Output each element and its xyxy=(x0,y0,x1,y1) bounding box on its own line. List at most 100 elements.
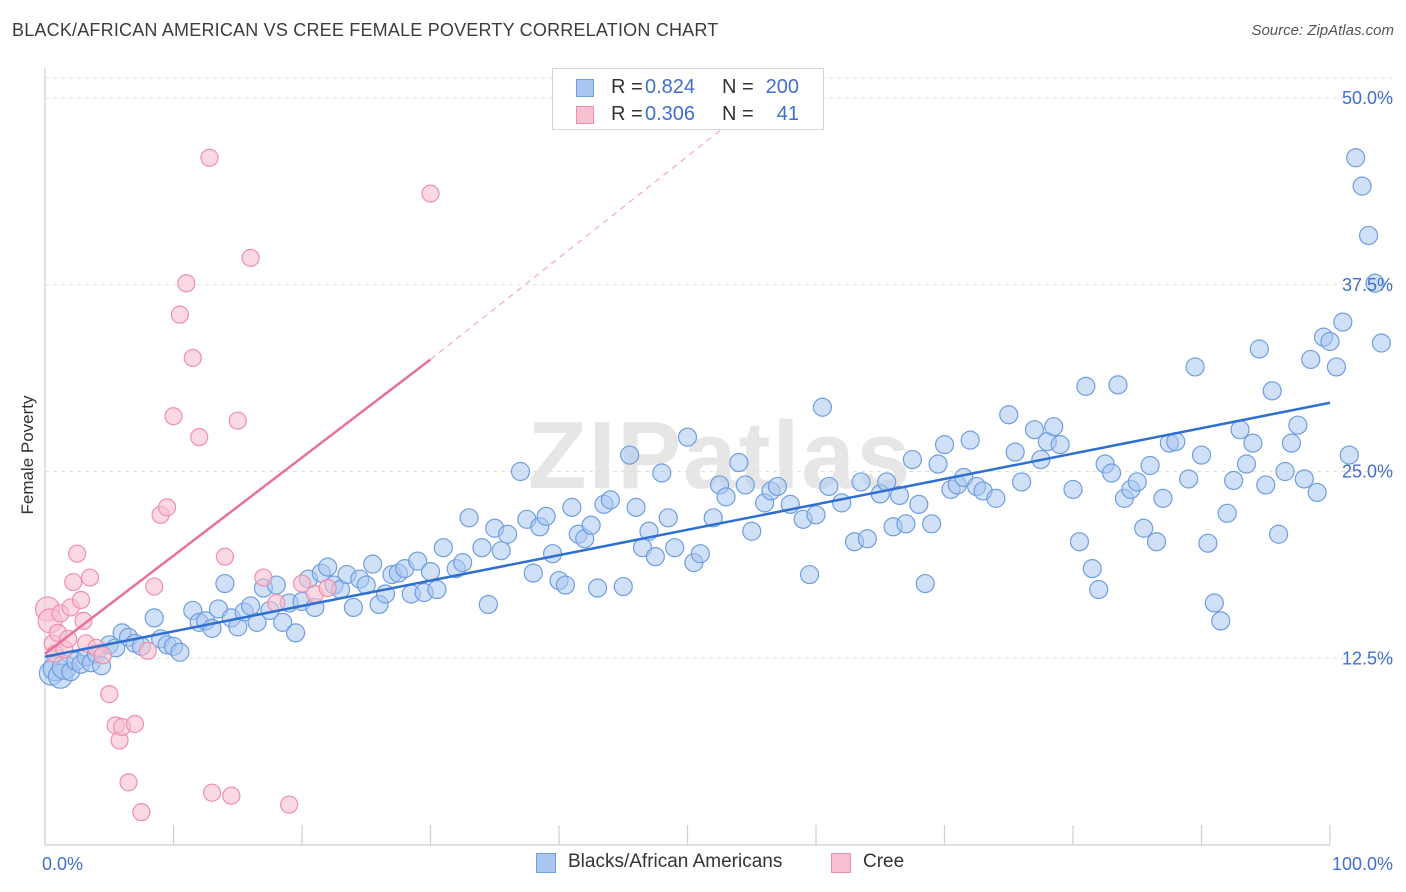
n-label: N = xyxy=(722,103,754,125)
data-point-blacks xyxy=(889,485,910,506)
data-point-blacks xyxy=(498,524,518,544)
data-point-blacks xyxy=(742,521,762,541)
data-point-blacks xyxy=(896,514,916,534)
data-point-blacks xyxy=(427,579,447,600)
data-point-blacks xyxy=(1268,524,1289,544)
r-value: 0.306 xyxy=(645,103,696,125)
data-point-cree xyxy=(183,348,202,368)
data-point-blacks xyxy=(1140,455,1160,476)
data-point-blacks xyxy=(1249,339,1269,359)
data-point-blacks xyxy=(902,449,922,470)
data-point-blacks xyxy=(626,497,646,517)
data-point-blacks xyxy=(1365,273,1385,293)
data-point-blacks xyxy=(523,563,543,583)
y-tick-label: 50.0% xyxy=(1342,88,1393,108)
r-label: R = xyxy=(611,76,643,98)
data-point-blacks xyxy=(652,463,672,483)
data-point-cree xyxy=(68,544,87,563)
y-tick-label: 37.5% xyxy=(1342,275,1393,295)
trendline-blacks xyxy=(44,401,1331,658)
data-point-blacks xyxy=(1333,312,1353,332)
blue-swatch xyxy=(576,79,594,97)
stats-box: R = 0.824 N = 200 R = 0.306 N = 41 xyxy=(552,68,824,130)
data-point-blacks xyxy=(1301,349,1321,370)
data-point-blacks xyxy=(144,608,164,628)
data-point-blacks xyxy=(1262,381,1282,401)
data-point-blacks xyxy=(1050,435,1070,455)
data-point-cree xyxy=(100,685,119,704)
data-point-cree xyxy=(215,547,234,566)
data-point-blacks xyxy=(812,397,833,417)
data-point-blacks xyxy=(408,551,428,571)
data-point-blacks xyxy=(1153,488,1173,508)
data-point-blacks xyxy=(542,544,563,564)
data-point-blacks xyxy=(915,573,935,594)
data-point-cree xyxy=(190,428,209,447)
data-point-blacks xyxy=(1243,433,1263,453)
data-point-cree xyxy=(125,714,145,734)
data-point-blacks xyxy=(600,490,621,510)
data-point-blacks xyxy=(343,597,363,618)
data-point-blacks xyxy=(677,427,698,447)
data-point-cree xyxy=(157,498,177,517)
data-point-blacks xyxy=(1198,533,1218,553)
data-point-blacks xyxy=(1204,593,1224,613)
data-point-blacks xyxy=(819,476,839,497)
data-point-blacks xyxy=(459,508,479,528)
data-point-blacks xyxy=(999,405,1019,425)
n-value: 41 xyxy=(776,103,799,125)
data-point-blacks xyxy=(170,642,190,662)
data-point-blacks xyxy=(1326,357,1347,377)
data-point-blacks xyxy=(1063,479,1083,500)
data-point-blacks xyxy=(658,508,678,528)
data-point-blacks xyxy=(928,454,948,474)
data-point-cree xyxy=(222,786,241,805)
data-point-blacks xyxy=(735,475,755,495)
data-point-blacks xyxy=(472,538,492,558)
data-point-blacks xyxy=(832,493,852,513)
data-point-blacks xyxy=(613,576,633,597)
data-point-blacks xyxy=(478,594,498,615)
data-point-blacks xyxy=(922,514,942,534)
pink-swatch xyxy=(831,853,851,873)
data-point-blacks xyxy=(1185,357,1205,377)
x-tick-label: 100.0% xyxy=(1332,854,1393,874)
data-point-blacks xyxy=(1352,176,1372,196)
data-point-blacks xyxy=(857,529,878,549)
data-point-blacks xyxy=(767,476,788,497)
data-point-cree xyxy=(74,611,93,631)
data-point-blacks xyxy=(1044,417,1064,437)
data-point-cree xyxy=(280,795,299,814)
data-point-cree xyxy=(59,629,78,648)
data-point-cree xyxy=(80,568,100,587)
data-point-blacks xyxy=(1346,148,1366,168)
data-point-cree xyxy=(170,305,190,324)
data-point-blacks xyxy=(729,452,749,473)
data-point-cree xyxy=(177,274,196,293)
data-point-blacks xyxy=(1217,503,1237,523)
data-point-blacks xyxy=(1179,469,1199,489)
data-point-blacks xyxy=(1005,442,1025,462)
data-point-blacks xyxy=(1108,375,1128,395)
data-point-blacks xyxy=(1320,331,1340,352)
legend-label: Cree xyxy=(863,851,905,872)
data-point-blacks xyxy=(716,487,736,507)
y-tick-label: 25.0% xyxy=(1342,462,1393,482)
data-point-blacks xyxy=(1011,472,1032,492)
blue-swatch xyxy=(536,853,556,873)
source-note: Source: ZipAtlas.com xyxy=(1251,22,1394,39)
data-point-blacks xyxy=(491,541,511,561)
data-point-blacks xyxy=(851,472,871,492)
data-point-blacks xyxy=(934,435,955,455)
data-point-cree xyxy=(421,184,440,203)
data-point-blacks xyxy=(1076,376,1096,396)
data-point-blacks xyxy=(510,461,531,482)
data-point-blacks xyxy=(1101,463,1122,483)
pink-swatch xyxy=(576,106,594,124)
data-point-blacks xyxy=(1127,472,1147,492)
data-point-blacks xyxy=(453,553,473,573)
data-point-cree xyxy=(138,641,157,660)
data-point-blacks xyxy=(562,497,582,517)
y-tick-label: 12.5% xyxy=(1342,648,1393,668)
